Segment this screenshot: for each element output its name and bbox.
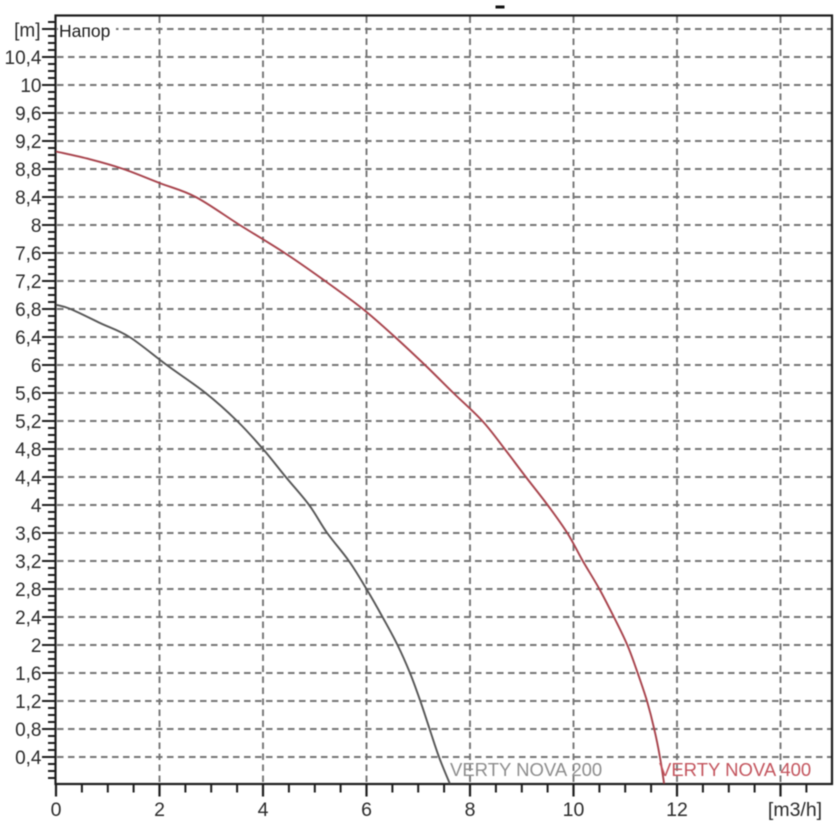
svg-text:8: 8 — [31, 216, 42, 237]
svg-text:10,4: 10,4 — [5, 48, 42, 69]
svg-text:2: 2 — [154, 799, 165, 821]
svg-text:9,2: 9,2 — [15, 132, 41, 153]
svg-text:6,4: 6,4 — [15, 328, 42, 349]
svg-text:0,4: 0,4 — [15, 748, 42, 769]
svg-text:0,8: 0,8 — [15, 720, 41, 741]
svg-text:12: 12 — [666, 799, 688, 821]
svg-text:VERTY NOVA 200: VERTY NOVA 200 — [450, 759, 602, 780]
svg-text:10: 10 — [20, 76, 41, 97]
svg-text:8,8: 8,8 — [15, 160, 41, 181]
svg-text:5,2: 5,2 — [15, 412, 41, 433]
svg-text:Напор: Напор — [59, 21, 110, 41]
svg-text:[m]: [m] — [14, 21, 40, 42]
svg-text:4,8: 4,8 — [15, 440, 41, 461]
svg-text:6: 6 — [31, 356, 42, 377]
svg-text:2,4: 2,4 — [15, 608, 42, 629]
svg-text:VERTY NOVA 400: VERTY NOVA 400 — [659, 759, 811, 780]
svg-text:0: 0 — [51, 799, 62, 821]
svg-text:7,6: 7,6 — [15, 244, 41, 265]
svg-text:1,6: 1,6 — [15, 664, 41, 685]
svg-text:4,4: 4,4 — [15, 468, 42, 489]
svg-text:[m3/h]: [m3/h] — [768, 799, 822, 821]
svg-text:2: 2 — [31, 636, 42, 657]
svg-text:9,6: 9,6 — [15, 104, 41, 125]
svg-text:6,8: 6,8 — [15, 300, 41, 321]
svg-text:8: 8 — [465, 799, 476, 821]
svg-text:4: 4 — [258, 799, 269, 821]
svg-text:5,6: 5,6 — [15, 384, 41, 405]
svg-text:8,4: 8,4 — [15, 188, 42, 209]
svg-text:4: 4 — [31, 496, 42, 517]
svg-text:2,8: 2,8 — [15, 580, 41, 601]
svg-text:7,2: 7,2 — [15, 272, 41, 293]
svg-text:1,2: 1,2 — [15, 692, 41, 713]
svg-text:3,6: 3,6 — [15, 524, 41, 545]
svg-text:10: 10 — [563, 799, 585, 821]
svg-text:3,2: 3,2 — [15, 552, 41, 573]
svg-text:6: 6 — [361, 799, 372, 821]
